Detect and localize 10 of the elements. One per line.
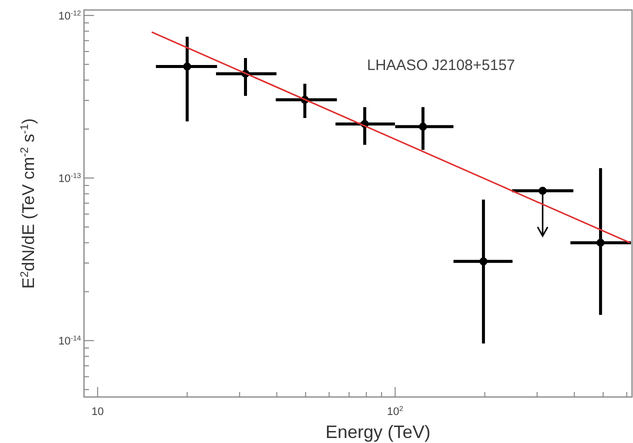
point xyxy=(418,122,427,131)
x-tick-label: 10$^{2}$ xyxy=(387,405,404,418)
y-tick-label: 10$^{-13}$ xyxy=(58,172,82,186)
annotation: LHAASO J2108+5157 xyxy=(367,57,516,74)
x-axis-title: Energy (TeV) xyxy=(325,422,431,442)
point xyxy=(479,257,488,266)
x-tick-label: 10 xyxy=(91,406,104,418)
point xyxy=(183,62,192,71)
y-tick-label: 10$^{-14}$ xyxy=(58,334,82,348)
y-tick-label: 10$^{-12}$ xyxy=(58,9,82,22)
